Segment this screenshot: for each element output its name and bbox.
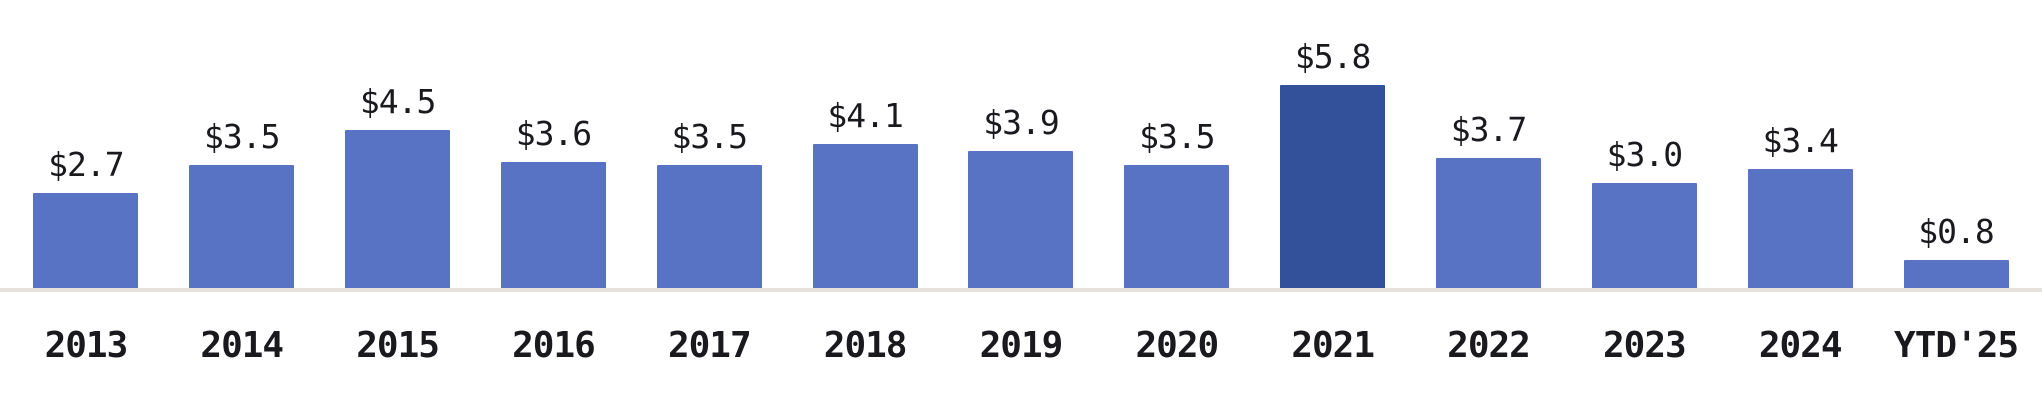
x-axis-label-2015: 2015 xyxy=(356,325,440,366)
x-axis-label-2019: 2019 xyxy=(979,325,1064,366)
bar-value-label: $3.5 xyxy=(671,117,748,156)
bar-slot: $2.7 xyxy=(8,0,164,288)
bar-2013 xyxy=(33,193,139,288)
bar-slot: $3.7 xyxy=(1411,0,1567,288)
x-axis-label-2023: 2023 xyxy=(1603,325,1687,366)
x-axis-label-2017: 2017 xyxy=(667,325,752,366)
bar-slot: $3.5 xyxy=(631,0,787,288)
x-axis-label-2014: 2014 xyxy=(200,325,284,366)
x-axis-label-2024: 2024 xyxy=(1758,325,1843,366)
bar-value-label: $3.5 xyxy=(204,117,280,156)
bar-slot: $3.6 xyxy=(476,0,632,288)
bar-2021 xyxy=(1280,85,1386,288)
bar-slot: $3.5 xyxy=(1099,0,1255,288)
bar-value-label: $4.5 xyxy=(359,82,436,121)
x-axis-label-2013: 2013 xyxy=(44,325,129,366)
bar-slot: $4.1 xyxy=(787,0,943,288)
bar-2022 xyxy=(1436,158,1542,288)
bars-row: $2.7 $3.5 $4.5 $3.6 $3.5 $4.1 $3.9 $3.5 $5.8 $3.7… xyxy=(8,0,2034,288)
x-axis-label-2021: 2021 xyxy=(1291,325,1375,366)
bar-value-label: $3.9 xyxy=(983,103,1059,142)
bar-value-label: $3.6 xyxy=(515,114,592,153)
bar-value-label: $3.0 xyxy=(1606,135,1683,174)
bar-2017 xyxy=(656,165,762,288)
bar-slot: $3.9 xyxy=(943,0,1099,288)
bar-2023 xyxy=(1591,183,1697,288)
bar-slot: $5.8 xyxy=(1255,0,1411,288)
bar-value-label: $3.4 xyxy=(1762,121,1838,160)
bar-2024 xyxy=(1747,169,1853,288)
bar-value-label: $2.7 xyxy=(48,145,124,184)
bar-2014 xyxy=(189,165,295,288)
x-axis-label-2016: 2016 xyxy=(512,325,596,366)
bar-2020 xyxy=(1124,165,1230,288)
x-axis-baseline xyxy=(0,288,2042,292)
x-axis-label-2020: 2020 xyxy=(1135,325,1219,366)
bar-value-label: $3.7 xyxy=(1450,110,1527,149)
bar-value-label: $0.8 xyxy=(1918,212,1994,251)
bar-slot: $4.5 xyxy=(320,0,476,288)
x-axis-label-2022: 2022 xyxy=(1447,325,1531,366)
bar-2018 xyxy=(812,144,918,288)
x-axis-labels-row: 2013 2014 2015 2016 2017 2018 2019 2020 2021 2022… xyxy=(8,328,2034,364)
x-axis-label-2018: 2018 xyxy=(823,325,908,366)
bar-value-label: $3.5 xyxy=(1139,117,1215,156)
x-axis-label-ytd-25: YTD'25 xyxy=(1894,325,2019,366)
bar-value-label: $4.1 xyxy=(827,96,903,135)
bar-2015 xyxy=(345,130,451,288)
bar-slot: $3.4 xyxy=(1722,0,1878,288)
bar-ytd-25 xyxy=(1903,260,2009,288)
bar-slot: $3.5 xyxy=(164,0,320,288)
bar-2016 xyxy=(500,162,606,288)
bar-value-label: $5.8 xyxy=(1294,37,1371,76)
bar-2019 xyxy=(968,151,1074,288)
bar-slot: $0.8 xyxy=(1878,0,2034,288)
bar-slot: $3.0 xyxy=(1566,0,1722,288)
